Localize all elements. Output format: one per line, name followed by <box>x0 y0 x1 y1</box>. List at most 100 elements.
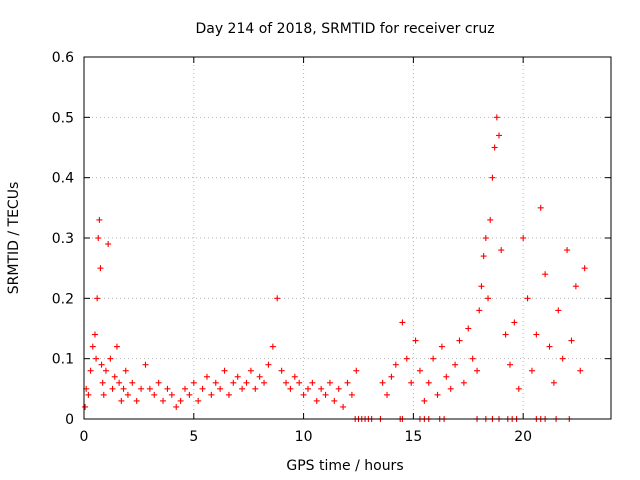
data-point <box>452 361 459 368</box>
data-point <box>283 379 290 386</box>
data-point <box>252 385 259 392</box>
data-point <box>199 385 206 392</box>
data-point <box>430 355 437 362</box>
data-point <box>577 367 584 374</box>
y-tick-label: 0.3 <box>52 231 74 247</box>
data-point <box>203 373 210 380</box>
data-point <box>186 391 193 398</box>
axes: 0 0.1 0.2 0.3 0.4 0.5 0.6 0 5 10 15 20 <box>52 50 611 445</box>
data-point <box>537 204 544 211</box>
data-point <box>465 325 472 332</box>
data-point <box>379 379 386 386</box>
data-point <box>100 391 107 398</box>
data-point <box>559 355 566 362</box>
data-point <box>491 144 498 151</box>
data-point <box>177 397 184 404</box>
data-point <box>287 385 294 392</box>
data-point <box>98 361 105 368</box>
data-point <box>122 367 129 374</box>
data-point <box>388 373 395 380</box>
data-point <box>520 235 527 241</box>
x-tick-label: 5 <box>189 429 198 445</box>
data-point <box>164 385 171 392</box>
data-point <box>146 385 153 392</box>
data-point <box>155 379 162 386</box>
data-point <box>443 373 450 380</box>
data-point <box>87 367 94 374</box>
y-tick-label: 0.5 <box>52 110 74 126</box>
data-point <box>151 391 158 398</box>
data-point <box>247 367 254 374</box>
data-point <box>493 114 500 121</box>
data-point <box>460 379 467 386</box>
data-point <box>542 271 549 278</box>
data-point <box>291 373 298 380</box>
data-point <box>113 343 120 350</box>
data-points <box>82 114 588 422</box>
x-tick-label: 10 <box>295 429 313 445</box>
data-point <box>96 216 103 223</box>
data-point <box>300 391 307 398</box>
data-point <box>502 331 509 338</box>
data-point <box>399 319 406 326</box>
data-point <box>93 355 100 362</box>
data-point <box>322 391 329 398</box>
data-point <box>221 367 228 374</box>
data-point <box>265 361 272 368</box>
data-point <box>124 391 131 398</box>
data-point <box>335 385 342 392</box>
data-point <box>318 385 325 392</box>
data-point <box>97 265 104 272</box>
data-point <box>524 295 531 302</box>
grid-lines <box>84 57 611 419</box>
data-point <box>243 379 250 386</box>
data-point <box>82 403 89 410</box>
data-point <box>278 367 285 374</box>
data-point <box>555 307 562 314</box>
data-point <box>168 391 175 398</box>
data-point <box>456 337 463 344</box>
y-tick-label: 0.4 <box>52 171 74 187</box>
data-point <box>489 174 496 181</box>
data-point <box>416 367 423 374</box>
data-point <box>511 319 518 326</box>
data-point <box>234 373 241 380</box>
data-point <box>572 283 579 290</box>
data-point <box>353 367 360 374</box>
data-point <box>421 397 428 404</box>
data-point <box>447 385 454 392</box>
data-point <box>425 379 432 386</box>
data-point <box>506 361 513 368</box>
data-point <box>109 385 116 392</box>
data-point <box>434 391 441 398</box>
data-point <box>269 343 276 350</box>
chart-title: Day 214 of 2018, SRMTID for receiver cru… <box>195 21 494 37</box>
data-point <box>487 216 494 223</box>
data-point <box>478 283 485 290</box>
data-point <box>182 385 189 392</box>
data-point <box>274 295 281 302</box>
data-point <box>111 373 118 380</box>
data-point <box>469 355 476 362</box>
y-tick-label: 0.1 <box>52 352 74 368</box>
data-point <box>138 385 145 392</box>
data-point <box>533 331 540 338</box>
data-point <box>195 397 202 404</box>
data-point <box>212 379 219 386</box>
data-point <box>331 397 338 404</box>
y-axis-label: SRMTID / TECUs <box>6 182 22 295</box>
data-point <box>239 385 246 392</box>
data-point <box>496 132 503 139</box>
data-point <box>304 385 311 392</box>
x-axis-label: GPS time / hours <box>286 458 403 474</box>
plot-frame <box>83 56 612 420</box>
y-tick-label: 0.6 <box>52 50 74 66</box>
data-point <box>550 379 557 386</box>
data-point <box>348 391 355 398</box>
data-point <box>217 385 224 392</box>
data-point <box>474 367 481 374</box>
data-point <box>133 397 140 404</box>
data-point <box>85 391 92 398</box>
data-point <box>190 379 197 386</box>
data-point <box>91 331 98 338</box>
